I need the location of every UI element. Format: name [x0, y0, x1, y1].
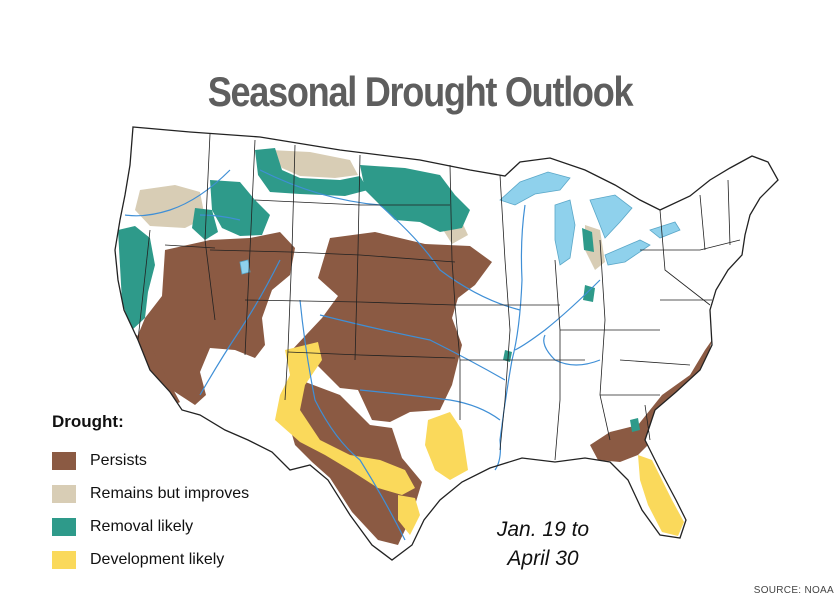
legend: Drought: Persists Remains but improves R…: [52, 412, 249, 576]
persists-regions: [130, 232, 712, 545]
legend-item-improves: Remains but improves: [52, 477, 249, 510]
period-line-1: Jan. 19 to: [496, 518, 590, 541]
removal-spot-3: [630, 418, 640, 432]
removal-michigan: [582, 228, 594, 252]
columbia-river: [124, 169, 231, 217]
lake-erie: [604, 239, 651, 266]
legend-label: Removal likely: [90, 517, 194, 535]
great-lakes: [239, 171, 681, 275]
persists-southeast: [590, 340, 712, 462]
development-regions: [275, 342, 684, 536]
removal-northern-rockies: [210, 180, 270, 236]
improves-regions: [135, 150, 605, 270]
arkansas-river: [319, 314, 506, 381]
lake-huron: [589, 194, 633, 239]
improves-montana: [270, 150, 358, 178]
improves-oregon: [135, 185, 205, 228]
removal-spot-1: [583, 285, 595, 302]
great-salt-lake: [239, 259, 251, 275]
legend-heading: Drought:: [52, 412, 124, 431]
map-title: Seasonal Drought Outlook: [207, 68, 634, 115]
removal-pacific-coast: [118, 226, 155, 330]
legend-item-development: Development likely: [52, 543, 249, 576]
snake-river: [199, 214, 241, 221]
legend-label: Persists: [90, 451, 147, 469]
lake-ontario: [649, 221, 681, 239]
development-south-texas: [398, 495, 420, 535]
legend-item-removal: Removal likely: [52, 510, 249, 543]
red-river: [359, 389, 501, 421]
legend-swatch-removal: [52, 517, 76, 536]
outlook-period: Jan. 19 to April 30: [468, 515, 618, 573]
ohio-river: [514, 279, 601, 351]
rio-grande: [299, 299, 406, 541]
removal-spot-2: [503, 350, 512, 362]
legend-label: Remains but improves: [90, 484, 250, 502]
state-borders: [137, 133, 741, 461]
lake-michigan: [554, 199, 576, 266]
removal-montana: [255, 148, 368, 196]
removal-dakotas: [360, 165, 470, 232]
legend-item-persists: Persists: [52, 444, 249, 477]
colorado-river: [199, 259, 281, 396]
period-line-2: April 30: [507, 547, 579, 570]
missouri-river: [259, 169, 521, 311]
legend-label: Development likely: [90, 550, 225, 568]
source-credit: SOURCE: NOAA: [753, 585, 834, 596]
development-florida: [638, 455, 684, 536]
legend-swatch-development: [52, 550, 76, 569]
persists-great-basin: [136, 232, 295, 405]
development-new-mexico-texas: [275, 342, 415, 495]
removal-regions: [118, 148, 640, 432]
legend-swatch-persists: [52, 451, 76, 470]
legend-swatch-improves: [52, 484, 76, 503]
lake-superior: [499, 171, 571, 206]
persists-plains: [290, 232, 492, 422]
development-east-texas: [425, 412, 468, 480]
